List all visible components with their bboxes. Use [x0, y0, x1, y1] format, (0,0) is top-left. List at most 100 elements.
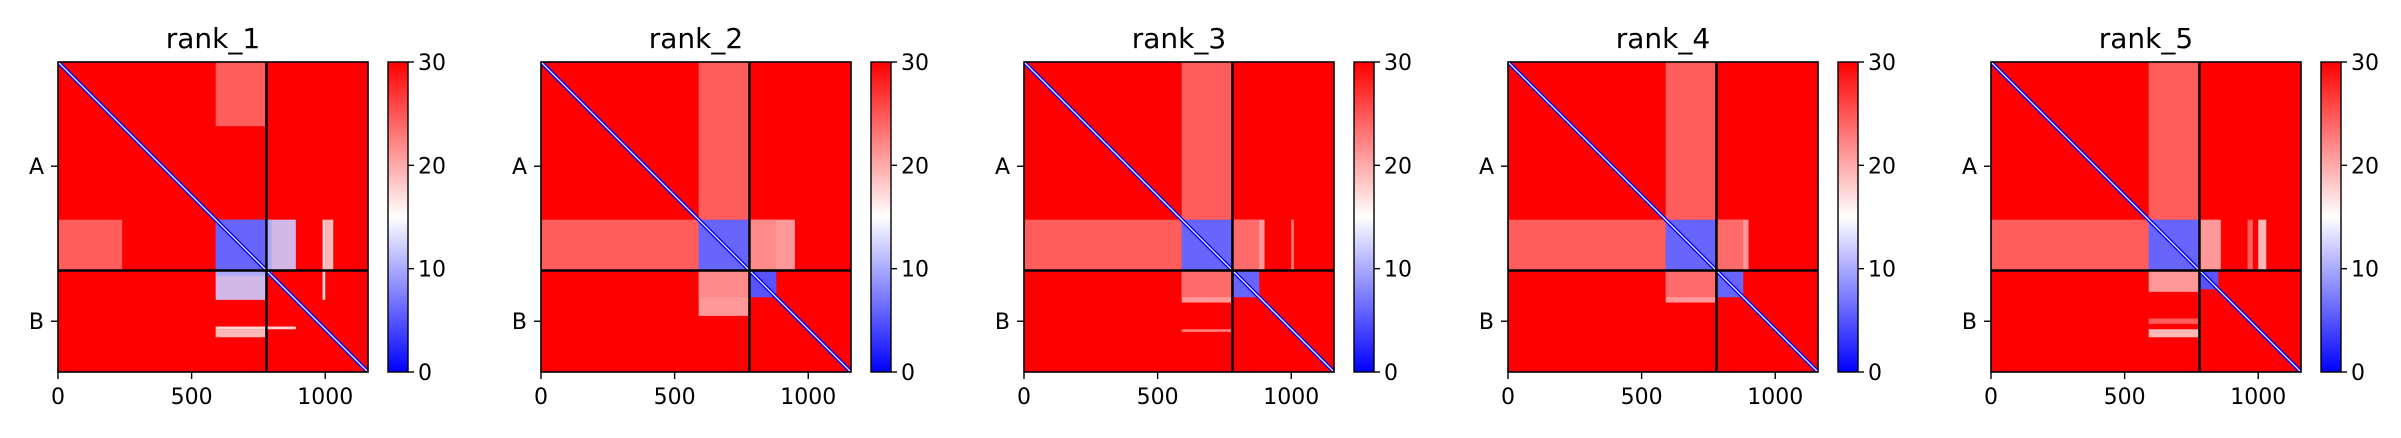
heatmap-patch-2	[2258, 219, 2267, 271]
colorbar-tick-label-20: 20	[1868, 154, 1896, 179]
colorbar: 0 10 20 30	[1837, 51, 1896, 386]
colorbar-tick-label-30: 30	[418, 51, 446, 76]
colorbar-tick-label-30: 30	[2351, 51, 2379, 76]
heatmap-diagonal-core	[541, 62, 851, 372]
panel-title: rank_3	[1132, 22, 1226, 55]
colorbar-tick-label-10: 10	[901, 258, 929, 283]
heatmap-area	[541, 62, 851, 372]
colorbar-tick-label-30: 30	[1384, 51, 1412, 76]
heatmap-patch-1	[2199, 219, 2221, 271]
colorbar: 0 10 20 30	[870, 51, 929, 386]
x-tick-label-0: 0	[51, 385, 65, 410]
colorbar-tick-label-0: 0	[901, 361, 915, 386]
heatmap-patch-6	[215, 326, 296, 330]
heatmap-area	[1991, 62, 2301, 372]
x-tick-label-1000: 1000	[2230, 385, 2286, 410]
panel-rank_1: rank_1 0 500 1000 A B 0 10 20 30	[29, 22, 446, 410]
heatmap-patch-3-mirror	[215, 62, 267, 127]
x-tick-label-500: 500	[171, 385, 213, 410]
colorbar: 0 10 20 30	[1353, 51, 1412, 386]
chain-label-A: A	[995, 155, 1010, 180]
chain-label-B: B	[1962, 310, 1977, 335]
heatmap-patch-2	[325, 219, 334, 271]
chain-label-B: B	[995, 310, 1010, 335]
axes-frame	[1990, 61, 2302, 373]
heatmap-patch-6-mirror	[322, 219, 326, 300]
heatmap-patch-2	[541, 219, 699, 271]
heatmap-patch-3-mirror	[1232, 219, 1260, 271]
colorbar-tick-label-0: 0	[1868, 361, 1882, 386]
panel-rank_5: rank_5 0 500 1000 A B 0 10 20 30	[1962, 22, 2379, 410]
colorbar: 0 10 20 30	[387, 51, 446, 386]
colorbar-tick-label-30: 30	[1868, 51, 1896, 76]
heatmap-patch-5-mirror	[1291, 219, 1294, 271]
chain-label-A: A	[29, 155, 44, 180]
panel-title: rank_1	[166, 22, 260, 55]
chain-label-B: B	[1479, 310, 1494, 335]
x-tick-label-0: 0	[1984, 385, 1998, 410]
heatmap-patch-5	[1181, 329, 1233, 332]
colorbar-tick-label-10: 10	[418, 258, 446, 283]
x-tick-label-1000: 1000	[1263, 385, 1319, 410]
x-tick-label-0: 0	[1501, 385, 1515, 410]
colorbar-tick-label-10: 10	[1868, 258, 1896, 283]
x-tick-label-1000: 1000	[1747, 385, 1803, 410]
heatmap-patch-4-mirror	[266, 219, 272, 271]
panel-title: rank_2	[649, 22, 743, 55]
heatmap-patch-2	[1508, 219, 1666, 271]
heatmap-patch-3-mirror	[2148, 62, 2200, 220]
x-tick-label-0: 0	[1017, 385, 1031, 410]
heatmap-diagonal-core	[1508, 62, 1818, 372]
chain-label-A: A	[1962, 155, 1977, 180]
colorbar-tick-label-30: 30	[901, 51, 929, 76]
colorbar-tick-label-20: 20	[418, 154, 446, 179]
colorbar: 0 10 20 30	[2320, 51, 2379, 386]
colorbar-tick-label-0: 0	[1384, 361, 1398, 386]
heatmap-patch-3	[1665, 270, 1717, 298]
heatmap-patch-3	[698, 270, 750, 298]
heatmap-patch-2-mirror	[698, 62, 750, 220]
chain-label-A: A	[512, 155, 527, 180]
heatmap-patch-2	[1024, 219, 1182, 271]
colorbar-tick-label-20: 20	[901, 154, 929, 179]
panel-rank_2: rank_2 0 500 1000 A B 0 10 20 30	[512, 22, 929, 410]
x-tick-label-1000: 1000	[297, 385, 353, 410]
panel-rank_3: rank_3 0 500 1000 A B 0 10 20 30	[995, 22, 1412, 410]
heatmap-area	[1024, 62, 1334, 372]
x-tick-label-500: 500	[654, 385, 696, 410]
colorbar-gradient	[870, 61, 892, 373]
heatmap-patch-3-mirror	[749, 219, 777, 271]
chain-label-A: A	[1479, 155, 1494, 180]
heatmap-patch-5-mirror	[2247, 219, 2253, 271]
x-tick-label-500: 500	[1621, 385, 1663, 410]
x-tick-label-500: 500	[2104, 385, 2146, 410]
x-tick-label-0: 0	[534, 385, 548, 410]
heatmap-patch-3	[58, 219, 123, 271]
heatmap-diagonal-core	[58, 62, 368, 372]
heatmap-patch-3-mirror	[1716, 219, 1744, 271]
panel-title: rank_5	[2099, 22, 2193, 55]
heatmap-patch-2-mirror	[215, 329, 267, 338]
x-tick-label-1000: 1000	[780, 385, 836, 410]
axes-frame	[1023, 61, 1335, 373]
chain-label-B: B	[29, 310, 44, 335]
heatmap-diagonal-core	[1024, 62, 1334, 372]
heatmap-area	[58, 62, 368, 372]
heatmap-diagonal-core	[1991, 62, 2301, 372]
colorbar-tick-label-0: 0	[2351, 361, 2365, 386]
chain-label-B: B	[512, 310, 527, 335]
heatmap-area	[1508, 62, 1818, 372]
colorbar-gradient	[1353, 61, 1375, 373]
heatmap-patch-5	[2148, 318, 2200, 324]
panel-rank_4: rank_4 0 500 1000 A B 0 10 20 30	[1479, 22, 1896, 410]
colorbar-tick-label-20: 20	[2351, 154, 2379, 179]
heatmap-patch-3	[1991, 219, 2149, 271]
axes-frame	[57, 61, 369, 373]
heatmap-patch-4	[215, 270, 267, 276]
heatmap-patch-3	[1181, 270, 1233, 298]
colorbar-gradient	[387, 61, 409, 373]
axes-frame	[540, 61, 852, 373]
heatmap-patch-2-mirror	[2148, 329, 2200, 338]
heatmap-patch-2-mirror	[1181, 62, 1233, 220]
